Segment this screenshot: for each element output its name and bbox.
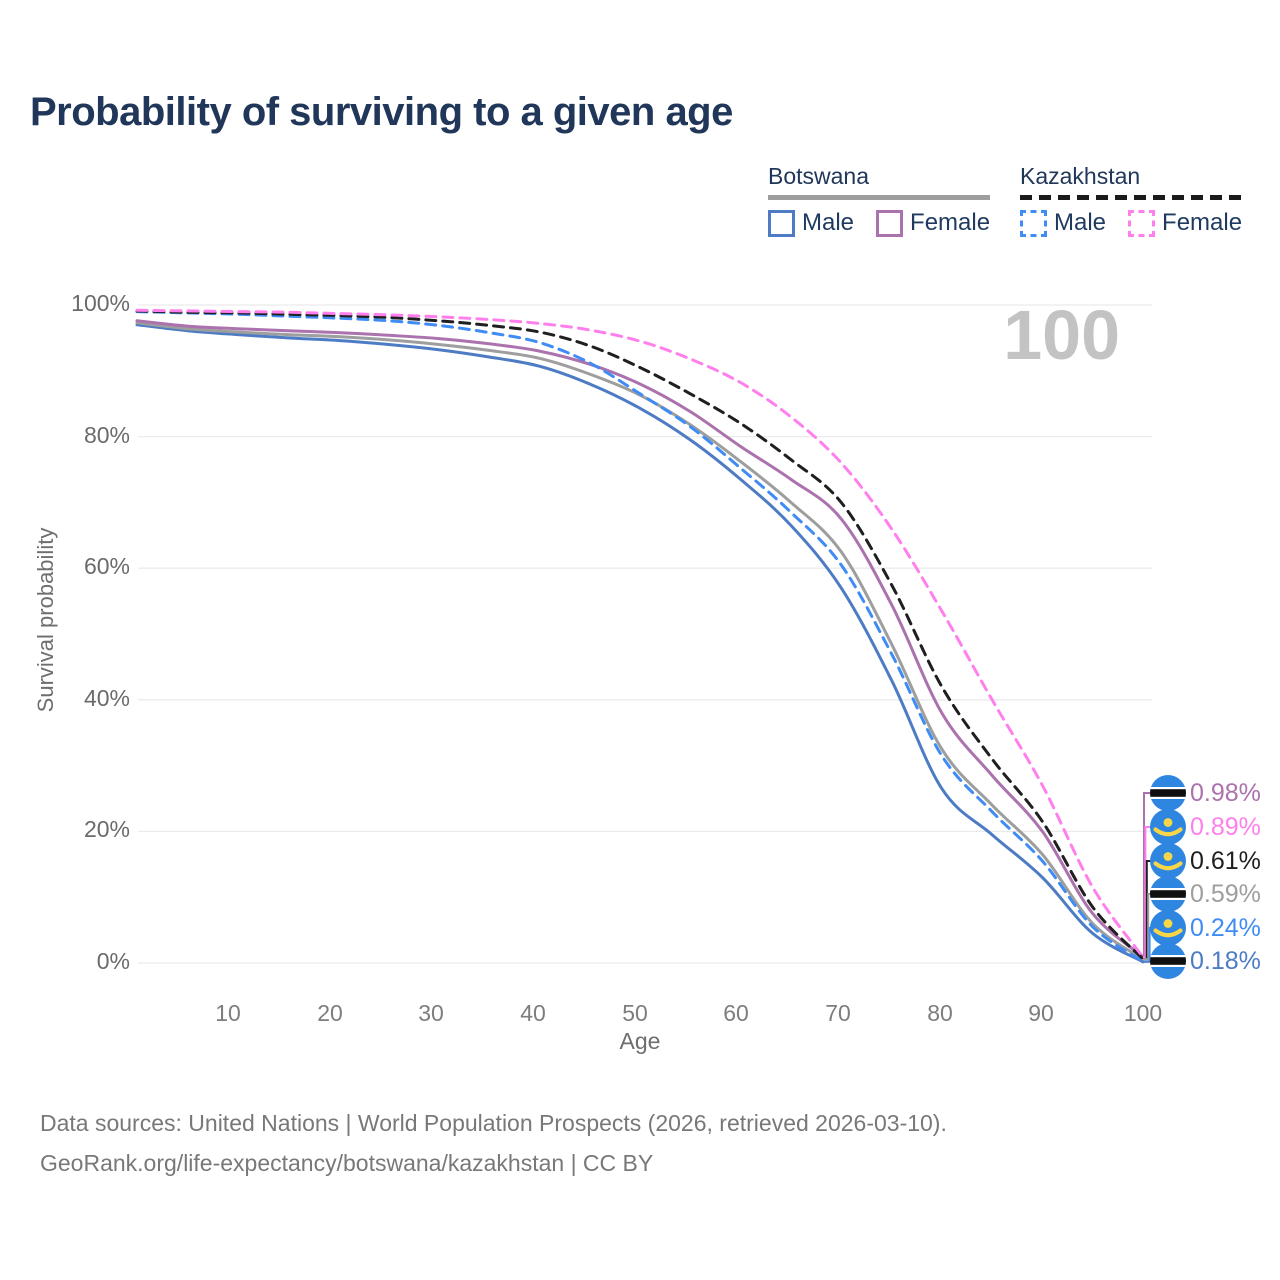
botswana-flag-icon [1150, 943, 1186, 979]
legend-item-label: Male [1054, 209, 1107, 236]
x-tick-90: 90 [1028, 1000, 1054, 1026]
y-tick-20: 20% [83, 816, 130, 842]
x-tick-50: 50 [622, 1000, 648, 1026]
legend-item-label: Male [802, 209, 855, 236]
x-tick-80: 80 [927, 1000, 953, 1026]
botswana-flag-icon [1150, 775, 1186, 811]
y-tick-40: 40% [83, 685, 130, 711]
x-tick-30: 30 [418, 1000, 444, 1026]
y-tick-60: 60% [83, 553, 130, 579]
end-value: 0.18% [1190, 946, 1261, 975]
end-label-botswana-female: 0.98% [1150, 775, 1261, 811]
hovered-age-watermark: 100 [1003, 296, 1120, 374]
end-value: 0.24% [1190, 913, 1261, 942]
end-value: 0.89% [1190, 812, 1261, 841]
end-label-kazakhstan-female: 0.89% [1150, 809, 1261, 845]
botswana-female-swatch-icon[interactable] [876, 209, 904, 237]
end-label-botswana-total: 0.59% [1150, 876, 1261, 912]
legend-item-botswana-female[interactable]: Female [876, 209, 990, 237]
end-label-botswana-male: 0.18% [1150, 943, 1261, 979]
end-value: 0.98% [1190, 778, 1261, 807]
x-tick-40: 40 [520, 1000, 546, 1026]
end-value: 0.61% [1190, 846, 1261, 875]
end-label-kazakhstan-total: 0.61% [1150, 843, 1261, 879]
legend-item-label: Female [910, 209, 991, 236]
legend-item-kazakhstan-female[interactable]: Female [1128, 209, 1242, 237]
y-tick-0: 0% [96, 948, 130, 974]
kazakhstan-flag-icon [1150, 843, 1186, 879]
y-tick-80: 80% [83, 422, 130, 448]
series-line-kazakhstan-female[interactable] [135, 308, 1145, 959]
botswana-flag-icon [1150, 876, 1186, 912]
legend-item-botswana-male[interactable]: Male [768, 209, 854, 237]
kazakhstan-flag-icon [1150, 809, 1186, 845]
legend-group-botswana-title: Botswana [768, 163, 870, 189]
series-line-kazakhstan-male[interactable] [135, 310, 1145, 963]
end-label-connector-kazakhstan-female [1143, 826, 1153, 959]
kazakhstan-flag-icon [1150, 910, 1186, 946]
x-tick-60: 60 [723, 1000, 749, 1026]
x-tick-100: 100 [1123, 1000, 1163, 1026]
x-tick-20: 20 [317, 1000, 343, 1026]
kazakhstan-female-swatch-icon[interactable] [1128, 209, 1156, 237]
series-line-botswana-female[interactable] [135, 319, 1145, 959]
end-value: 0.59% [1190, 879, 1261, 908]
legend-item-kazakhstan-male[interactable]: Male [1020, 209, 1106, 237]
legend-group-kazakhstan: Kazakhstan Male Female [1020, 163, 1243, 237]
x-tick-70: 70 [825, 1000, 851, 1026]
series-line-botswana-total[interactable] [135, 321, 1145, 961]
legend-item-label: Female [1162, 209, 1243, 236]
series-line-kazakhstan-total[interactable] [135, 309, 1145, 961]
x-tick-10: 10 [215, 1000, 241, 1026]
page-title: Probability of surviving to a given age [30, 90, 733, 134]
legend-group-botswana: Botswana Male Female [768, 163, 991, 237]
y-tick-100: 100% [71, 290, 130, 316]
kazakhstan-line-style-sample [1020, 195, 1243, 200]
end-label-kazakhstan-male: 0.24% [1150, 910, 1261, 946]
data-sources-note: Data sources: United Nations | World Pop… [40, 1110, 947, 1136]
source-url: GeoRank.org/life-expectancy/botswana/kaz… [40, 1150, 654, 1176]
botswana-line-style-sample [768, 195, 991, 200]
legend-group-kazakhstan-title: Kazakhstan [1020, 163, 1141, 189]
x-axis-title: Age [619, 1028, 661, 1054]
series-line-botswana-male[interactable] [135, 323, 1145, 964]
kazakhstan-male-swatch-icon[interactable] [1020, 209, 1047, 237]
botswana-male-swatch-icon[interactable] [768, 209, 795, 237]
